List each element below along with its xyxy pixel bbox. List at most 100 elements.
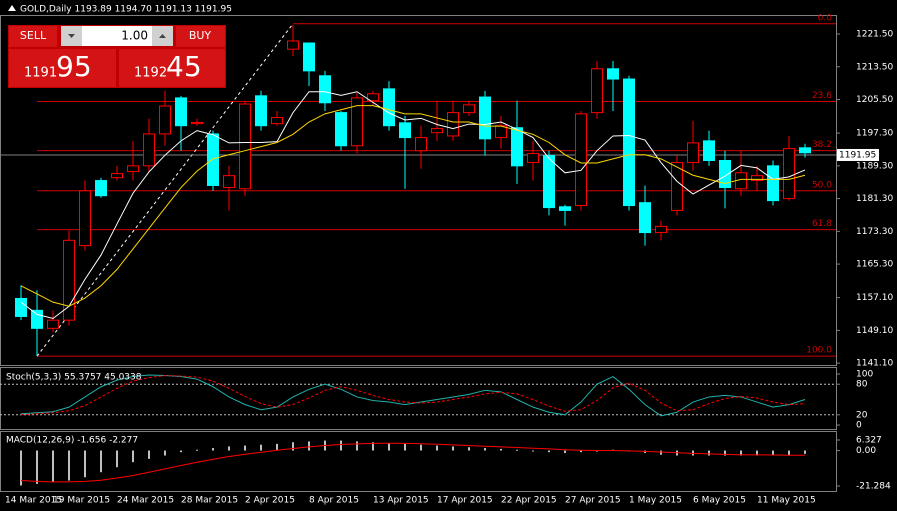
- candle-body: [575, 113, 587, 207]
- histogram-bar: [708, 450, 710, 456]
- candle-body: [543, 155, 555, 209]
- candle-body: [607, 68, 619, 80]
- x-tick-label: 1 May 2015: [629, 496, 682, 506]
- histogram-bar: [356, 441, 358, 451]
- candle-body: [79, 190, 91, 247]
- histogram-bar: [548, 450, 550, 453]
- ask-big: 1192: [134, 66, 167, 81]
- candle-body: [255, 95, 267, 127]
- histogram-bar: [724, 450, 726, 456]
- candle-body: [15, 297, 27, 317]
- x-tick-label: 27 Apr 2015: [565, 496, 621, 506]
- fib-label: 38.2: [812, 140, 832, 150]
- histogram-bar: [500, 448, 502, 451]
- histogram-bar: [468, 447, 470, 451]
- histogram-bar: [580, 450, 582, 453]
- candle-body: [639, 202, 651, 234]
- histogram-bar: [116, 450, 118, 468]
- y-tick-label: 1213.50: [856, 62, 893, 72]
- candle-body: [527, 153, 539, 164]
- histogram-bar: [756, 450, 758, 456]
- fib-label: 50.0: [812, 180, 832, 190]
- candle-body: [671, 162, 683, 211]
- histogram-bar: [36, 450, 38, 484]
- y-tick-label: 1189.30: [856, 161, 893, 171]
- chart-title: GOLD,Daily 1193.89 1194.70 1191.13 1191.…: [20, 5, 232, 15]
- candle-body: [303, 42, 315, 72]
- candle-body: [367, 93, 379, 102]
- y-tick-label: 1173.30: [856, 227, 893, 237]
- candle-body: [463, 104, 475, 114]
- candle-body: [479, 96, 491, 140]
- candle-body: [207, 133, 219, 186]
- candle-body: [271, 117, 283, 125]
- candle-body: [31, 309, 43, 329]
- x-tick-label: 19 Mar 2015: [53, 496, 110, 506]
- candle-body: [191, 121, 203, 125]
- fib-trend: [36, 23, 294, 357]
- histogram-bar: [660, 450, 662, 455]
- sell-price[interactable]: [9, 49, 116, 87]
- x-tick-label: 11 May 2015: [757, 496, 816, 506]
- y-tick-label: -21.284: [856, 482, 891, 492]
- candle-body: [239, 103, 251, 190]
- candle-body: [175, 97, 187, 127]
- histogram-bar: [436, 445, 438, 451]
- candle-body: [687, 142, 699, 164]
- lot-input[interactable]: [82, 26, 152, 46]
- collapse-icon[interactable]: [8, 5, 16, 11]
- histogram-bar: [596, 450, 598, 452]
- x-tick-label: 13 Apr 2015: [373, 496, 429, 506]
- buy-button[interactable]: [176, 26, 225, 47]
- y-tick-label: 1165.30: [856, 260, 893, 270]
- candle-body: [623, 78, 635, 207]
- price-label: 1191.95: [839, 150, 876, 160]
- candle-body: [287, 40, 299, 50]
- candle-body: [511, 127, 523, 167]
- buy-price[interactable]: [119, 49, 225, 87]
- candle-body: [335, 112, 347, 147]
- candle-body: [783, 148, 795, 200]
- candle-body: [655, 225, 667, 234]
- indicator-label: MACD(12,26,9) -1.656 -2.277: [6, 436, 138, 446]
- candle-body: [415, 137, 427, 152]
- candle-body: [719, 160, 731, 189]
- histogram-bar: [84, 450, 86, 478]
- histogram-bar: [132, 450, 134, 463]
- x-tick-label: 17 Apr 2015: [437, 496, 493, 506]
- x-tick-label: 22 Apr 2015: [501, 496, 557, 506]
- candle-body: [143, 133, 155, 167]
- macd-panel: [0, 431, 837, 492]
- histogram-bar: [180, 450, 182, 453]
- main-panel: [0, 15, 837, 366]
- indicator-line: [20, 375, 806, 416]
- x-tick-label: 28 Mar 2015: [181, 496, 238, 506]
- candle-body: [799, 147, 811, 154]
- histogram-bar: [804, 450, 806, 454]
- histogram-bar: [196, 449, 198, 451]
- moving-average: [20, 91, 806, 320]
- y-tick-label: 1149.10: [856, 326, 893, 336]
- candle-body: [47, 319, 59, 329]
- candle-body: [751, 175, 763, 182]
- x-tick-label: 2 Apr 2015: [245, 496, 295, 506]
- histogram-bar: [740, 450, 742, 456]
- x-tick-label: 6 May 2015: [693, 496, 746, 506]
- fib-label: 61.8: [812, 219, 832, 229]
- y-tick-label: 100: [856, 370, 873, 380]
- buy-label: BUY: [189, 29, 212, 42]
- candle-body: [767, 165, 779, 202]
- histogram-bar: [276, 443, 278, 451]
- histogram-bar: [788, 450, 790, 456]
- histogram-bar: [212, 448, 214, 451]
- candle-body: [223, 175, 235, 189]
- histogram-bar: [292, 442, 294, 451]
- candle-body: [559, 206, 571, 211]
- x-tick-label: 8 Apr 2015: [309, 496, 359, 506]
- sell-button[interactable]: [9, 26, 57, 47]
- histogram-bar: [260, 444, 262, 451]
- candle-body: [431, 128, 443, 134]
- sell-label: SELL: [20, 29, 47, 42]
- candle-body: [63, 239, 75, 321]
